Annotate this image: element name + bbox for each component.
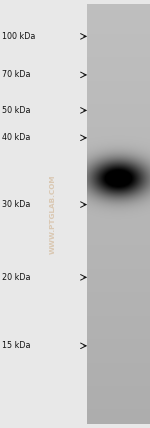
Text: 70 kDa: 70 kDa [2, 70, 30, 80]
Text: 20 kDa: 20 kDa [2, 273, 30, 282]
Text: WWW.PTGLAB.COM: WWW.PTGLAB.COM [50, 174, 56, 254]
Text: 100 kDa: 100 kDa [2, 32, 35, 41]
Text: 40 kDa: 40 kDa [2, 133, 30, 143]
Text: 15 kDa: 15 kDa [2, 341, 30, 351]
Text: 50 kDa: 50 kDa [2, 106, 30, 115]
Text: 30 kDa: 30 kDa [2, 200, 30, 209]
